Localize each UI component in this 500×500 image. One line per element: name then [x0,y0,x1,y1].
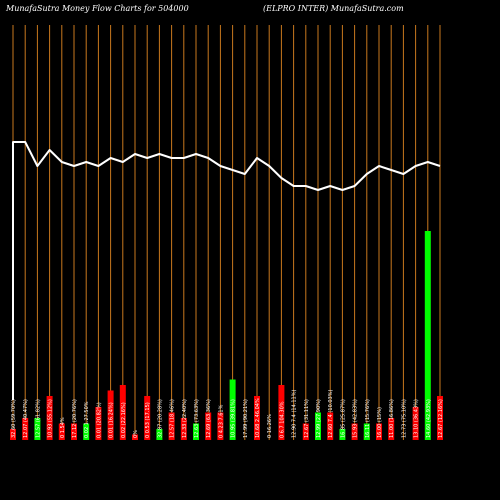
date-label: 12.69 (63.36%) [206,399,212,438]
date-label: 0.01 (20.82%) [96,402,102,438]
money-flow-bar [132,434,138,440]
money-flow-bar [34,418,41,440]
price-line [12,141,441,400]
date-label: 15.93 (42.83%) [353,399,359,438]
date-label: 12.63 (73.63%) [194,399,200,438]
money-flow-bar [351,423,358,440]
money-flow-bar [107,390,114,440]
date-label: 32.60 (59.70%) [11,399,17,438]
money-flow-bar [83,423,90,440]
date-label: 0% [133,430,139,438]
money-flow-bar [363,423,370,440]
date-label: 12.73 (75.10%) [401,399,407,438]
money-flow-bar [437,396,443,440]
date-label: 10.68 2.46.04% [255,398,261,438]
money-flow-bar [46,396,53,440]
date-label: 12.99 (27.90%) [316,399,322,438]
money-flow-bar [180,418,187,440]
money-flow-bar [168,412,175,440]
money-flow-bar [376,423,382,440]
date-label: 0.02 (22.16%) [121,402,127,438]
money-flow-bar [229,379,236,440]
date-label: 0 0.53 (17.15) [145,402,151,438]
date-label: 13.10 (36.43%) [414,399,420,438]
money-flow-bar [10,429,16,440]
money-flow-bar [339,429,346,440]
date-label: 10.93 (55.12%) [48,399,54,438]
date-label: 12.33 (22.40%) [182,399,188,438]
date-label: 0.02 1.27.50% [84,401,90,438]
date-label: 17.12 (20.76%) [72,399,78,438]
date-label: 12.60 7.4 (10.03%) [328,390,334,438]
date-labels: 32.60 (59.70%) 12.07 (40.47%) 12.57 (61.82… [11,390,444,438]
money-flow-bar [95,407,102,440]
money-flow-bar [302,423,309,440]
date-label: 16.11 (15.76%) [365,399,371,438]
money-flow-bar [119,385,126,440]
date-label: 12.67 (31.11%) [304,399,310,438]
date-label: 11.00 (16.86%) [389,399,395,438]
date-label: 0 1.54% [60,417,66,438]
money-flow-bar [71,423,77,440]
money-flow-bar [22,418,29,440]
price-line-group [12,141,441,400]
chart-subtitle: (ELPRO INTER) MunafaSutra.com [263,4,404,13]
gridlines [12,25,441,440]
money-flow-bar [217,412,224,440]
money-flow-bar [144,396,151,440]
money-flow-bar [412,407,419,440]
money-flow-bar [205,412,212,440]
money-flow-bar [424,231,431,440]
date-label: 32.87 (20.28%) [157,399,163,438]
date-label: 0 4.23 7.61% [218,404,224,438]
date-label: 12.67 (12.16%) [438,399,444,438]
date-label: 12.57 (18.46%) [170,399,176,438]
date-label: 0 16.26% [267,414,273,438]
money-flow-bar [327,412,334,440]
date-label: 12.90 7.4 (14.11%) [292,390,298,438]
money-flow-bar [388,418,395,440]
money-flow-bar [315,412,321,440]
chart-title: MunafaSutra Money Flow Charts for 504000 [6,4,189,13]
money-flow-bar [156,429,163,440]
money-flow-bar [254,396,260,440]
date-label: 17.99 (90.21%) [243,399,249,438]
date-label: 16.85 (25.87%) [340,399,346,438]
date-label: 10.95 (39.81%) [231,399,237,438]
date-label: 0.01 (16.24%) [109,402,115,438]
date-label: 0 6.7 104.30% [279,401,285,438]
date-label: 16.00 (15%) [377,407,383,438]
date-label: 12.07 (40.47%) [23,399,29,438]
money-flow-bar [193,423,199,440]
money-flow-bar [278,385,285,440]
money-flow-bar [58,423,65,440]
date-label: 12.57 (61.82%) [35,399,41,438]
money-flow-bars [10,231,443,440]
date-label: 14.60 (42.93%) [426,399,432,438]
